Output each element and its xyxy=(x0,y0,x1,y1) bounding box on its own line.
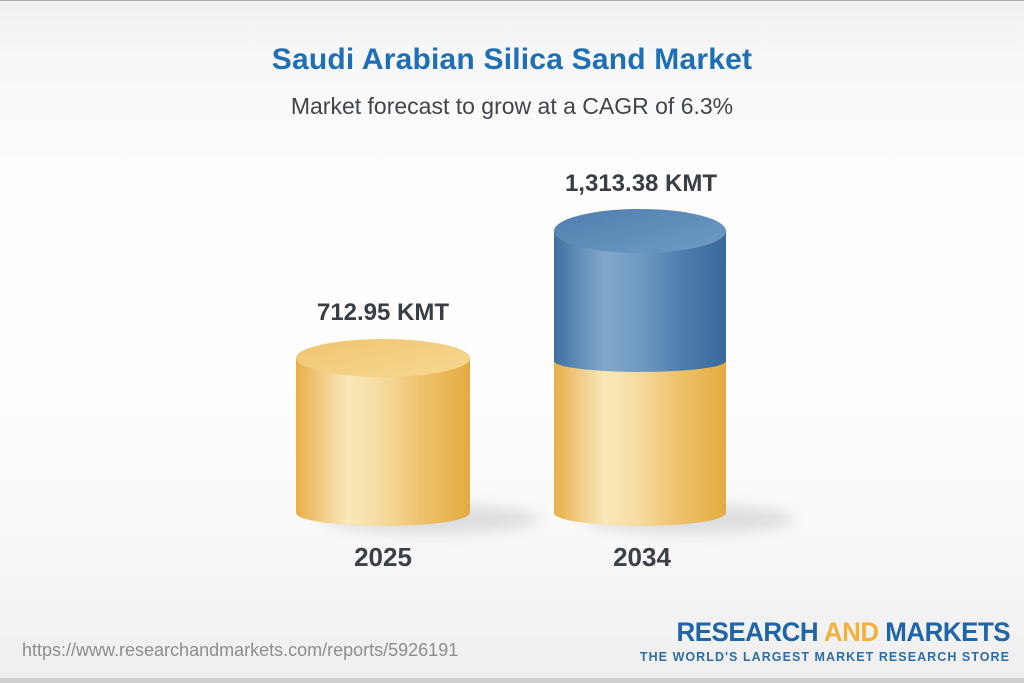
brand-word-research: RESEARCH xyxy=(676,617,818,647)
axis-label-2034: 2034 xyxy=(613,542,671,572)
bar-2034-cylinder xyxy=(554,209,726,526)
brand-wordmark: RESEARCH AND MARKETS xyxy=(655,619,1010,646)
brand-logo: RESEARCH AND MARKETS THE WORLD'S LARGEST… xyxy=(639,619,1011,664)
brand-tagline: THE WORLD'S LARGEST MARKET RESEARCH STOR… xyxy=(639,650,1010,664)
bar-2034-gold-segment xyxy=(554,361,726,526)
bar-2034-blue-segment xyxy=(554,231,726,372)
brand-word-markets: MARKETS xyxy=(885,617,1010,647)
value-label-2034: 1,313.38 KMT xyxy=(564,170,718,197)
brand-word-and: AND xyxy=(823,617,879,647)
chart-title: Saudi Arabian Silica Sand Market xyxy=(271,43,753,76)
value-label-2025: 712.95 KMT xyxy=(316,299,450,326)
report-url-link[interactable]: https://www.researchandmarkets.com/repor… xyxy=(22,640,459,660)
axis-label-2025: 2025 xyxy=(354,542,412,572)
bar-2025-cylinder xyxy=(296,339,470,526)
chart-subtitle: Market forecast to grow at a CAGR of 6.3… xyxy=(290,93,734,119)
